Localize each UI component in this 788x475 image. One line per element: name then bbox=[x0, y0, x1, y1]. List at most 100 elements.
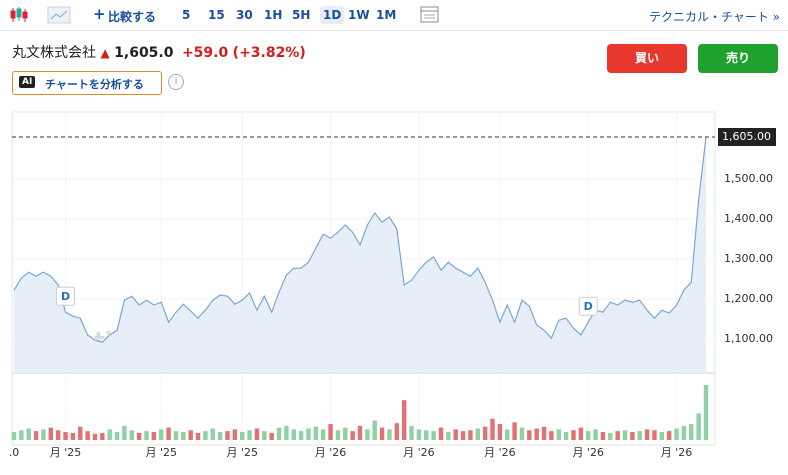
volume-bar bbox=[593, 429, 598, 440]
volume-bar bbox=[666, 431, 672, 440]
volume-bar bbox=[247, 430, 252, 440]
volume-bar bbox=[689, 424, 694, 440]
interval-button[interactable]: 1M bbox=[376, 8, 397, 22]
volume-bar bbox=[453, 429, 458, 440]
volume-bar bbox=[630, 432, 635, 440]
event-marker bbox=[578, 296, 598, 316]
y-tick-label: 1,400.00 bbox=[724, 212, 773, 225]
volume-bar bbox=[188, 430, 193, 440]
price-area bbox=[14, 137, 706, 373]
volume-bar bbox=[519, 427, 525, 440]
volume-bar bbox=[78, 426, 83, 440]
volume-bar bbox=[85, 431, 90, 440]
volume-bar bbox=[26, 428, 31, 440]
volume-bar bbox=[600, 432, 606, 440]
y-tick-label: 1,100.00 bbox=[724, 332, 773, 345]
volume-bar bbox=[637, 431, 642, 440]
interval-button[interactable]: 1D bbox=[320, 6, 345, 24]
volume-bar bbox=[563, 432, 569, 440]
interval-button[interactable]: 5 bbox=[182, 8, 191, 22]
volume-bar bbox=[343, 427, 348, 440]
volume-bar bbox=[173, 431, 179, 440]
volume-bar bbox=[335, 430, 341, 440]
volume-bar bbox=[387, 429, 392, 440]
buy-button[interactable]: 買い bbox=[607, 44, 687, 73]
analyze-button[interactable]: AI チャートを分析する bbox=[12, 71, 162, 95]
volume-bar bbox=[578, 427, 584, 440]
interval-button[interactable]: 15 bbox=[208, 8, 225, 22]
volume-bar bbox=[269, 432, 274, 440]
volume-bar bbox=[696, 413, 701, 440]
volume-bar bbox=[541, 426, 547, 440]
interval-button[interactable]: 5H bbox=[292, 8, 311, 22]
layout-icon[interactable] bbox=[420, 6, 440, 24]
last-price-box bbox=[718, 128, 776, 146]
volume-bar bbox=[262, 431, 267, 440]
analyze-label: チャートを分析する bbox=[45, 78, 144, 91]
price: 1,605.0 bbox=[114, 45, 174, 61]
x-tick-label: 月 '26 bbox=[315, 446, 347, 459]
volume-bar bbox=[232, 429, 238, 440]
volume-bar bbox=[586, 431, 591, 440]
volume-bar bbox=[674, 428, 679, 440]
volume-bar bbox=[48, 427, 54, 440]
volume-bar bbox=[534, 428, 539, 440]
technical-link[interactable]: テクニカル・チャート » bbox=[648, 10, 780, 24]
volume-bar bbox=[424, 430, 429, 440]
volume-bar bbox=[365, 429, 370, 440]
volume-bar bbox=[181, 432, 186, 440]
sell-button[interactable]: 売り bbox=[698, 44, 778, 73]
volume-bar bbox=[217, 432, 223, 440]
x-tick-label: .0 bbox=[9, 446, 20, 459]
x-tick-label: 月 '26 bbox=[484, 446, 516, 459]
x-tick-label: 月 '26 bbox=[661, 446, 693, 459]
price-line bbox=[13, 136, 707, 343]
volume-bar bbox=[129, 430, 134, 440]
volume-bar bbox=[505, 429, 510, 440]
compare-button[interactable]: 比較する bbox=[108, 10, 157, 24]
toolbar: + 比較する 5 15 30 1H 5H 1D 1W 1M テクニカル・チャート » bbox=[0, 0, 788, 31]
event-marker bbox=[56, 286, 76, 306]
interval-button[interactable]: 1W bbox=[348, 8, 370, 22]
quote: 丸文株式会社 ▲ 1,605.0 +59.0 (+3.82%) bbox=[12, 42, 306, 62]
volume-bar bbox=[438, 427, 444, 440]
volume-bar bbox=[92, 433, 98, 440]
volume-bar bbox=[328, 424, 333, 440]
volume-bar bbox=[100, 432, 105, 440]
volume-bar bbox=[19, 430, 24, 440]
volume-bar bbox=[195, 432, 201, 440]
chart-type-icons bbox=[10, 6, 71, 24]
volume-bar bbox=[11, 432, 17, 440]
volume-bar bbox=[379, 427, 385, 440]
volume-bar bbox=[549, 431, 554, 440]
volume-bar bbox=[291, 429, 296, 440]
volume-bar bbox=[306, 428, 311, 440]
volume-bar bbox=[475, 428, 480, 440]
volume-bar bbox=[372, 420, 377, 440]
interval-button[interactable]: 30 bbox=[236, 8, 253, 22]
info-icon[interactable]: i bbox=[168, 74, 184, 90]
x-tick-label: 月 '25 bbox=[50, 446, 82, 459]
volume-bar bbox=[608, 432, 613, 440]
company-name: 丸文株式会社 bbox=[12, 45, 96, 61]
volume-bar bbox=[166, 427, 171, 440]
volume-bar bbox=[431, 431, 436, 440]
event-marker-label: D bbox=[61, 290, 70, 303]
interval-button[interactable]: 1H bbox=[264, 8, 283, 22]
volume-bar bbox=[107, 429, 112, 440]
volume-bar bbox=[284, 425, 289, 440]
last-price-label: 1,605.00 bbox=[722, 130, 771, 143]
volume-bar bbox=[468, 430, 473, 440]
volume-bar bbox=[416, 429, 422, 440]
x-tick-label: 月 '25 bbox=[145, 446, 177, 459]
volume-bar bbox=[41, 429, 46, 440]
volume-bar bbox=[210, 428, 215, 440]
volume-bar bbox=[313, 426, 319, 440]
volume-bar bbox=[55, 430, 61, 440]
volume-bar bbox=[136, 432, 142, 440]
ai-badge: AI bbox=[19, 76, 36, 88]
volume-bar bbox=[151, 432, 157, 440]
volume-bar bbox=[70, 432, 76, 440]
